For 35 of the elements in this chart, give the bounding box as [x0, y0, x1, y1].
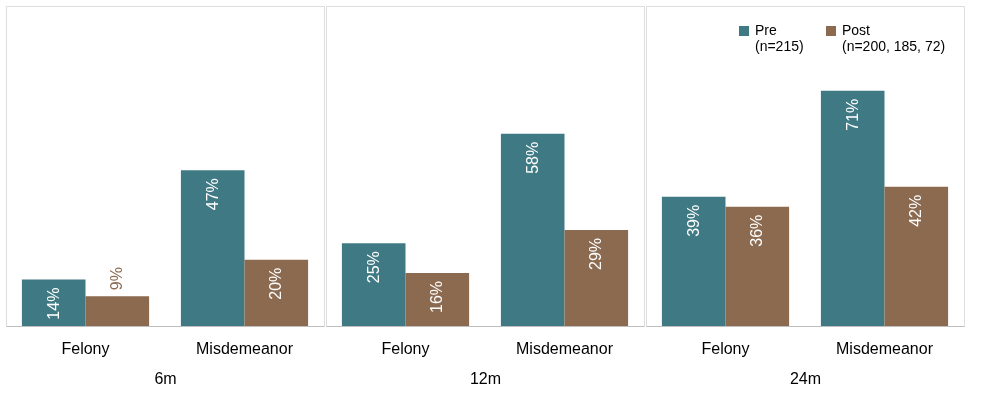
data-label: 25%: [364, 251, 382, 284]
data-label: 14%: [44, 287, 62, 320]
bar: [564, 229, 629, 326]
x-tick-label: Misdemeanor: [196, 339, 294, 357]
data-label: 20%: [267, 267, 285, 300]
bar: [21, 279, 86, 326]
x-axis-title: 24m: [789, 369, 822, 387]
x-tick-label: Felony: [701, 339, 750, 357]
x-tick-label: Misdemeanor: [836, 339, 934, 357]
legend-label: Pre (n=215): [755, 22, 804, 54]
data-label: 9%: [108, 267, 126, 291]
bar: [661, 196, 726, 326]
bar: [244, 259, 309, 326]
bar: [884, 186, 949, 326]
data-label: 29%: [587, 237, 605, 270]
bar: [725, 206, 790, 326]
x-axis-title: 12m: [469, 369, 502, 387]
legend-label: Post (n=200, 185, 72): [842, 22, 946, 54]
x-tick-label: Misdemeanor: [516, 339, 614, 357]
data-label: 16%: [428, 280, 446, 314]
data-label: 58%: [523, 141, 541, 174]
data-label: 71%: [843, 98, 861, 131]
bar: [405, 272, 470, 326]
bar: [820, 90, 885, 326]
bar: [500, 133, 565, 326]
data-label: 39%: [684, 204, 702, 237]
data-label: 47%: [203, 178, 221, 211]
x-tick-label: Felony: [381, 339, 430, 357]
bar: [341, 243, 406, 326]
bar: [180, 170, 245, 326]
x-tick-label: Felony: [61, 339, 110, 357]
bar: [85, 296, 150, 326]
data-label: 36%: [748, 214, 766, 247]
x-axis-title: 6m: [154, 369, 177, 387]
data-label: 42%: [907, 194, 925, 227]
